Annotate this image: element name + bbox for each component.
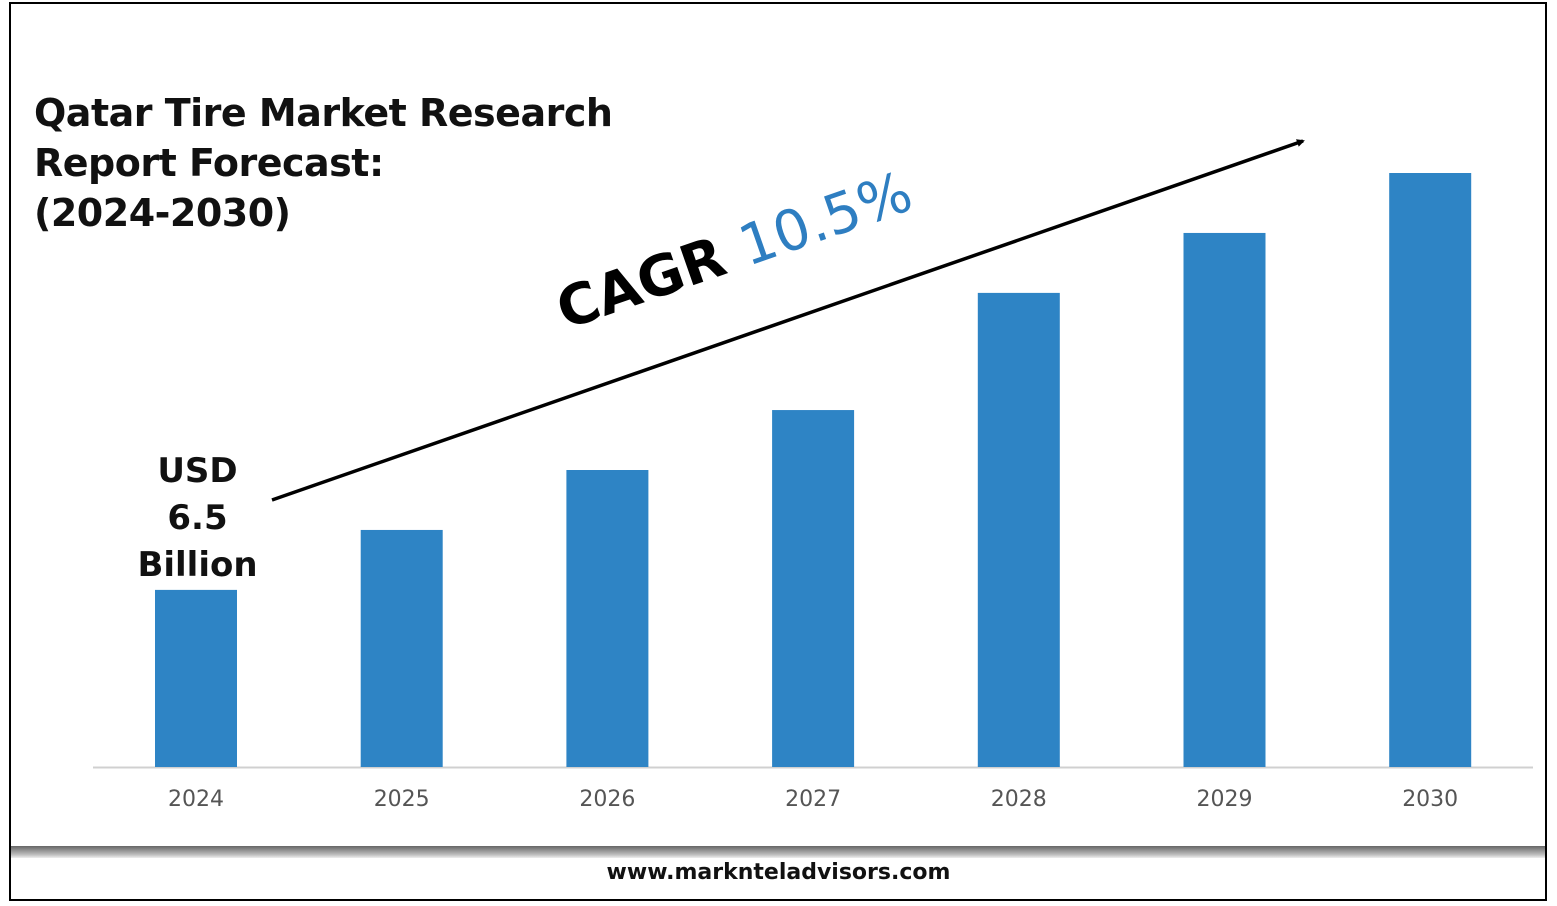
x-tick-label: 2025 <box>374 787 430 812</box>
start-value-label: USD 6.5 Billion <box>120 448 275 589</box>
x-tick-label: 2028 <box>991 787 1047 812</box>
bar-2024 <box>155 589 237 767</box>
value-text: 6.5 <box>167 498 228 538</box>
title-line: (2024-2030) <box>34 191 291 235</box>
chart-title: Qatar Tire Market Research Report Foreca… <box>34 88 613 238</box>
bar-2026 <box>566 470 649 767</box>
footer-divider <box>11 846 1545 858</box>
bar-2027 <box>772 410 855 767</box>
chart-frame <box>9 2 1547 901</box>
x-tick-label: 2024 <box>168 787 224 812</box>
unit-text: Billion <box>137 545 258 585</box>
x-tick-label: 2026 <box>579 787 635 812</box>
bar-2028 <box>977 292 1060 767</box>
x-tick-label: 2027 <box>785 787 841 812</box>
usd-text: USD <box>157 451 238 491</box>
x-tick-label: 2029 <box>1197 787 1253 812</box>
title-line: Qatar Tire Market Research <box>34 91 613 135</box>
title-line: Report Forecast: <box>34 141 384 185</box>
growth-arrow <box>271 139 1305 502</box>
bar-2030 <box>1389 173 1472 767</box>
footer-url: www.marknteladvisors.com <box>606 860 951 885</box>
x-tick-label: 2030 <box>1402 787 1458 812</box>
bar-2025 <box>360 529 443 767</box>
bar-2029 <box>1183 232 1266 768</box>
